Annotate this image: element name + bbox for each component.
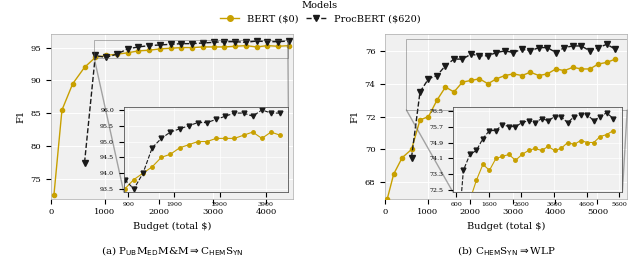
Text: (a) P$_{\rm UB}$M$_{\rm ED}$M&M$\Rightarrow$C$_{\rm HEM}$S$_{\rm YN}$: (a) P$_{\rm UB}$M$_{\rm ED}$M&M$\Rightar… xyxy=(101,245,244,258)
X-axis label: Budget (total $): Budget (total $) xyxy=(133,222,211,231)
Text: (b) C$_{\rm HEM}$S$_{\rm YN}$$\Rightarrow$WLP: (b) C$_{\rm HEM}$S$_{\rm YN}$$\Rightarro… xyxy=(457,245,556,258)
Y-axis label: F1: F1 xyxy=(350,110,359,123)
Bar xyxy=(406,39,627,110)
Bar xyxy=(94,40,288,58)
Y-axis label: F1: F1 xyxy=(16,110,25,123)
X-axis label: Budget (total $): Budget (total $) xyxy=(467,222,545,231)
Legend: BERT ($0), ProcBERT ($620): BERT ($0), ProcBERT ($620) xyxy=(216,0,424,28)
